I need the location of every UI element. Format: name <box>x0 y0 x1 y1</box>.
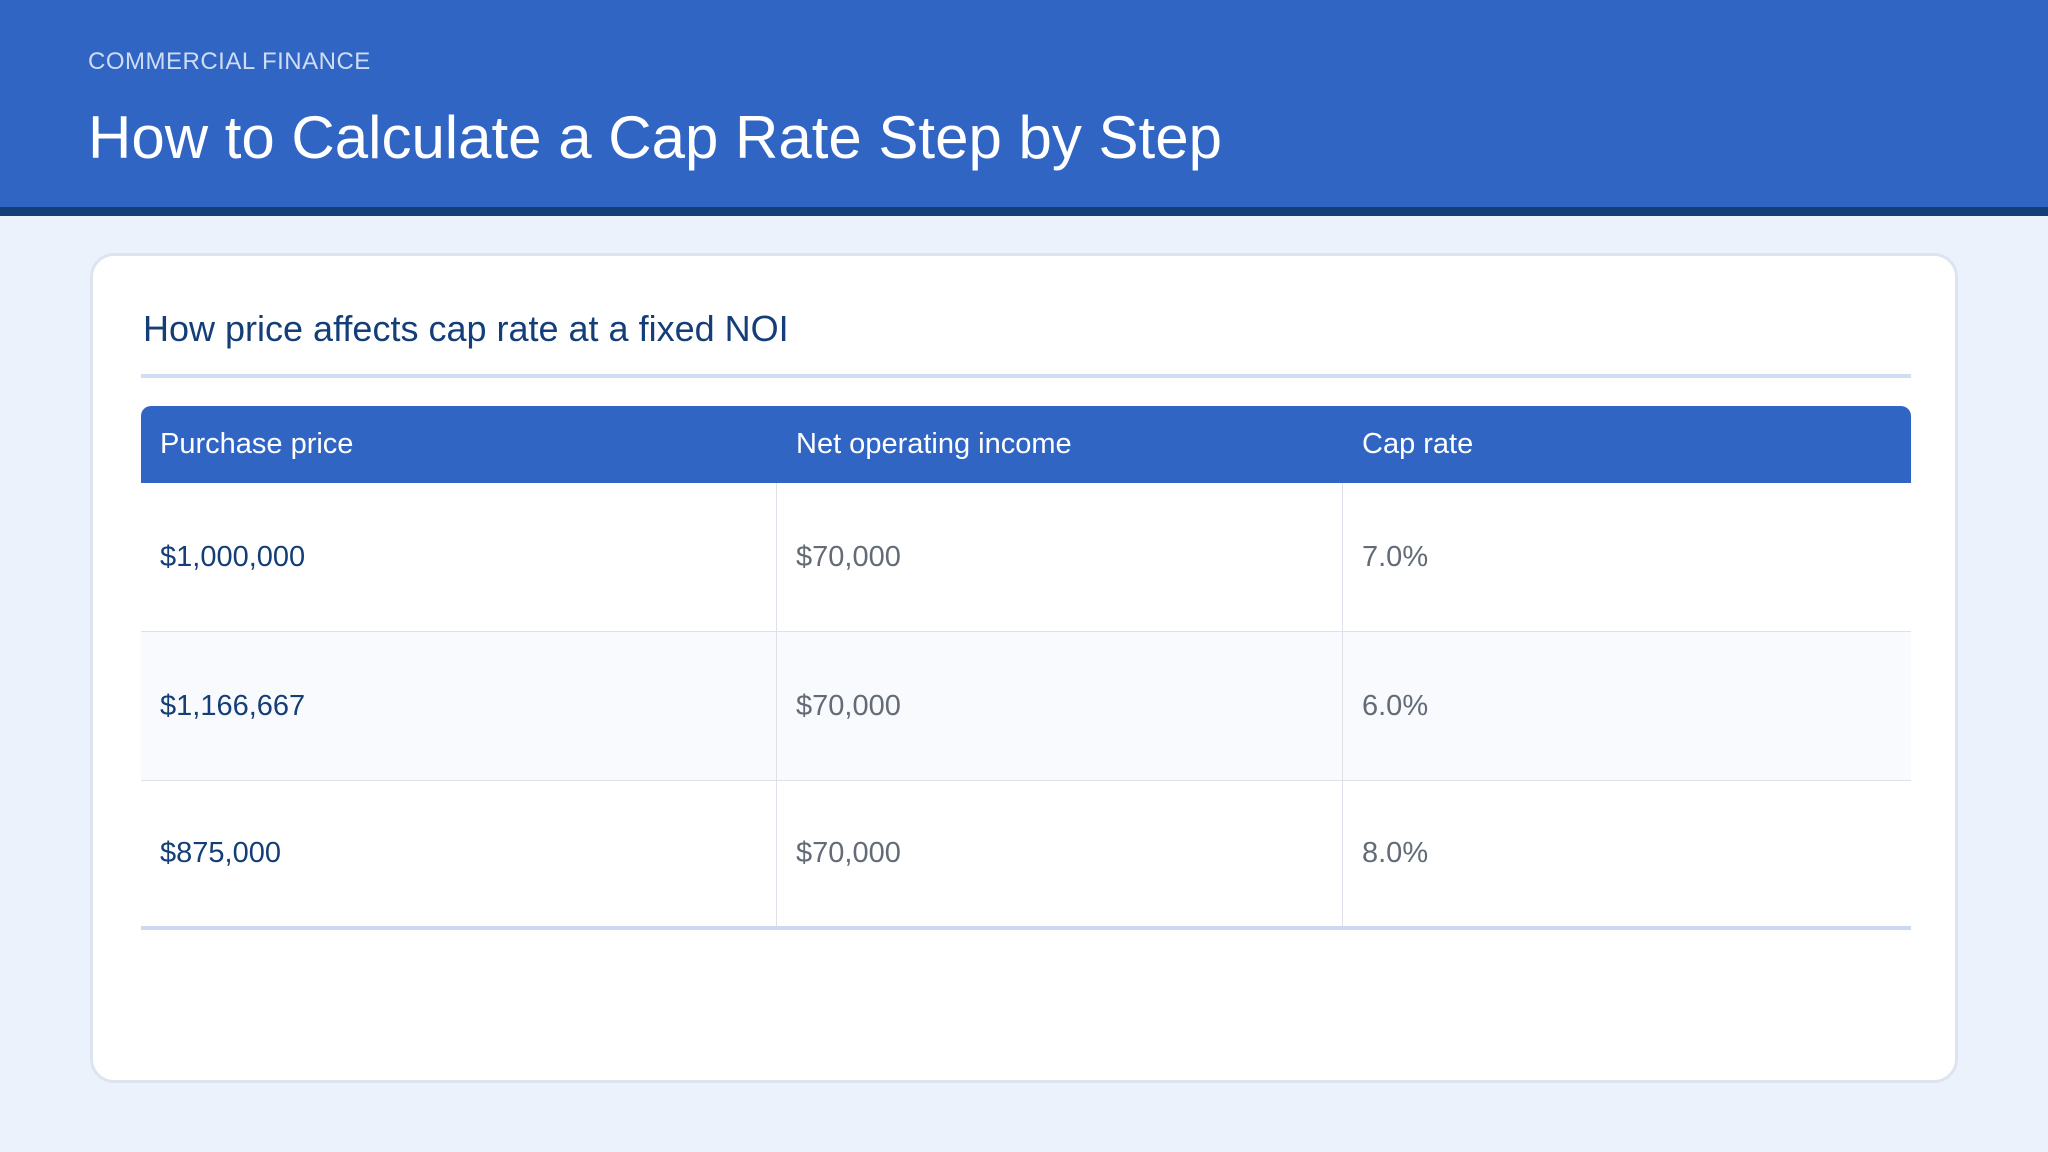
cell-purchase-price: $1,166,667 <box>141 632 777 780</box>
table-row: $1,000,000 $70,000 7.0% <box>141 483 1911 632</box>
column-header-cap-rate: Cap rate <box>1362 428 1474 460</box>
card-title: How price affects cap rate at a fixed NO… <box>143 308 789 349</box>
cell-net-operating-income: $70,000 <box>777 483 1343 631</box>
table-row: $875,000 $70,000 8.0% <box>141 781 1911 930</box>
content-card: How price affects cap rate at a fixed NO… <box>90 253 1958 1083</box>
cell-cap-rate: 7.0% <box>1362 540 1429 573</box>
cell-net-operating-income: $70,000 <box>777 632 1343 780</box>
page-title: How to Calculate a Cap Rate Step by Step <box>88 104 1222 171</box>
eyebrow-label: COMMERCIAL FINANCE <box>88 48 371 75</box>
page-header: COMMERCIAL FINANCE How to Calculate a Ca… <box>0 0 2048 216</box>
cell-purchase-price: $1,000,000 <box>141 483 777 631</box>
table-row: $1,166,667 $70,000 6.0% <box>141 632 1911 781</box>
cell-cap-rate: 6.0% <box>1362 689 1429 722</box>
column-header-net-operating-income: Net operating income <box>796 428 1072 460</box>
table-header: Purchase price Net operating income Cap … <box>141 406 1911 483</box>
title-divider <box>141 374 1911 378</box>
cell-cap-rate: 8.0% <box>1362 837 1429 869</box>
column-header-purchase-price: Purchase price <box>160 428 354 460</box>
cell-net-operating-income: $70,000 <box>777 781 1343 926</box>
cell-purchase-price: $875,000 <box>141 781 777 926</box>
cap-rate-table: Purchase price Net operating income Cap … <box>141 406 1911 930</box>
